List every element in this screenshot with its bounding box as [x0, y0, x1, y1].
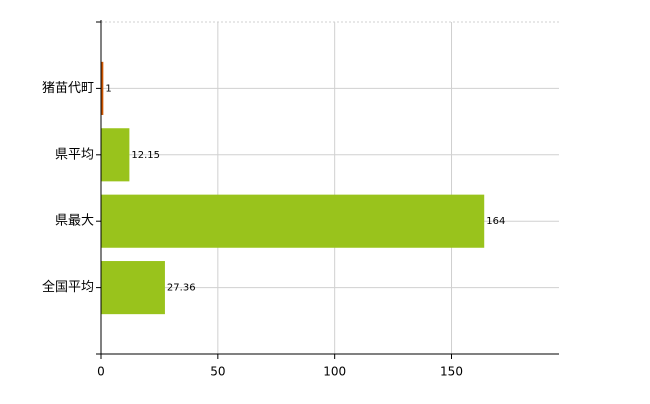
- x-tick-label: 50: [210, 365, 225, 379]
- bar: [101, 128, 130, 182]
- y-tick-label: 猪苗代町: [42, 81, 94, 96]
- bar: [101, 61, 104, 115]
- data-label: 1: [105, 83, 111, 94]
- x-tick-label: 150: [440, 365, 463, 379]
- bar: [101, 261, 165, 315]
- data-label: 27.36: [167, 283, 196, 294]
- x-tick-label: 0: [97, 365, 105, 379]
- y-tick-label: 全国平均: [42, 279, 94, 295]
- x-tick-label: 100: [323, 365, 346, 379]
- bar: [101, 194, 485, 248]
- y-tick-label: 県最大: [55, 214, 94, 229]
- data-label: 12.15: [131, 150, 160, 161]
- data-label: 164: [486, 216, 505, 227]
- y-tick-label: 県平均: [55, 147, 94, 162]
